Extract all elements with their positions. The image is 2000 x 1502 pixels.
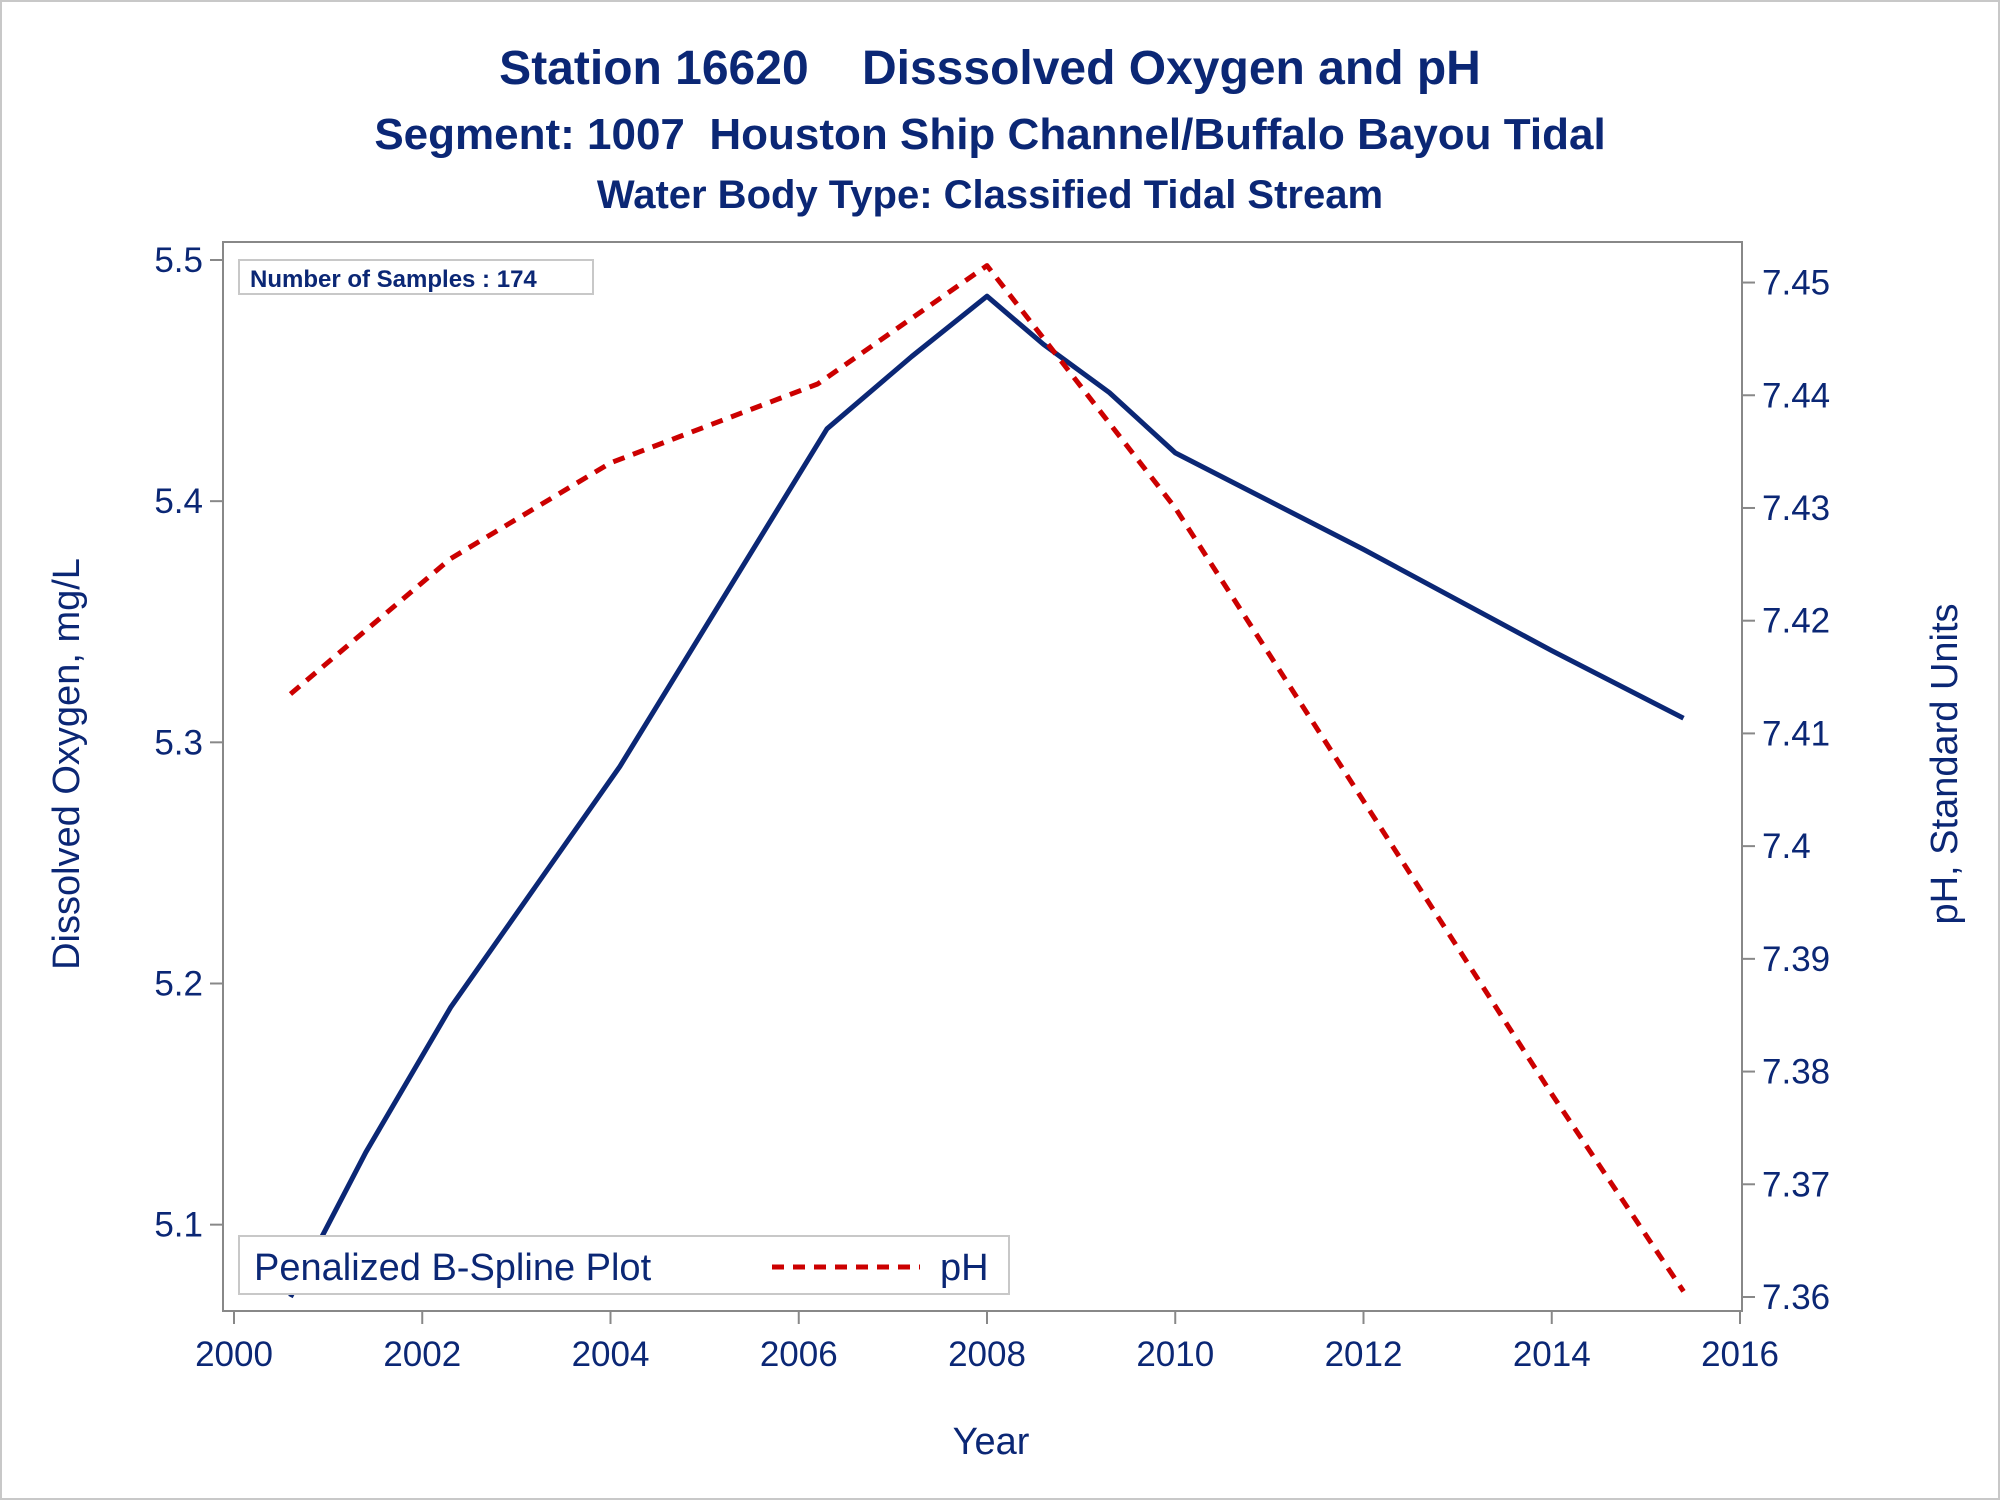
legend-ph-label: pH	[940, 1247, 989, 1289]
x-tick-label: 2012	[1325, 1335, 1403, 1374]
y2-tick-label: 7.36	[1762, 1278, 1830, 1317]
y2-tick-label: 7.41	[1762, 714, 1830, 753]
y2-tick-label: 7.45	[1762, 264, 1830, 303]
x-tick-label: 2008	[948, 1335, 1026, 1374]
y2-tick-label: 7.38	[1762, 1053, 1830, 1092]
x-tick-label: 2004	[572, 1335, 650, 1374]
axes: 2000 2002 2004 2006 2008 2010 2012 2014 2016 5.1 5…	[154, 241, 1830, 1374]
sample-count-box	[238, 259, 594, 295]
y-axis-label: Dissolved Oxygen, mg/L	[46, 558, 88, 970]
y-tick-label: 5.5	[154, 241, 203, 280]
ph-series-line	[288, 263, 1686, 1293]
x-axis-label: Year	[953, 1421, 1030, 1463]
y2-tick-label: 7.37	[1762, 1165, 1830, 1204]
chart-subtitle: Segment: 1007 Houston Ship Channel/Buffa…	[374, 110, 1605, 159]
x-tick-label: 2000	[195, 1335, 273, 1374]
y-tick-label: 5.1	[154, 1206, 203, 1245]
series-layer	[288, 263, 1686, 1299]
y2-axis-label: pH, Standard Units	[1924, 603, 1966, 924]
dissolved-oxygen-series-line	[288, 293, 1685, 1299]
y-tick-label: 5.2	[154, 964, 203, 1003]
x-tick-label: 2006	[760, 1335, 838, 1374]
x-tick-label: 2014	[1513, 1335, 1591, 1374]
x-tick-label: 2002	[383, 1335, 461, 1374]
x-tick-label: 2010	[1136, 1335, 1214, 1374]
chart-subtitle-2: Water Body Type: Classified Tidal Stream	[597, 173, 1383, 217]
y2-tick-label: 7.4	[1762, 827, 1811, 866]
plot-area	[222, 241, 1743, 1312]
y2-tick-label: 7.39	[1762, 940, 1830, 979]
chart-title: Station 16620 Disssolved Oxygen and pH	[499, 42, 1481, 95]
x-tick-label: 2016	[1701, 1335, 1779, 1374]
legend-title: Penalized B-Spline Plot	[254, 1247, 652, 1289]
y2-tick-label: 7.42	[1762, 602, 1830, 641]
y2-tick-label: 7.43	[1762, 489, 1830, 528]
y2-tick-label: 7.44	[1762, 376, 1830, 415]
y-tick-label: 5.4	[154, 482, 203, 521]
sample-count-label: Number of Samples : 174	[250, 266, 537, 293]
y-tick-label: 5.3	[154, 723, 203, 762]
